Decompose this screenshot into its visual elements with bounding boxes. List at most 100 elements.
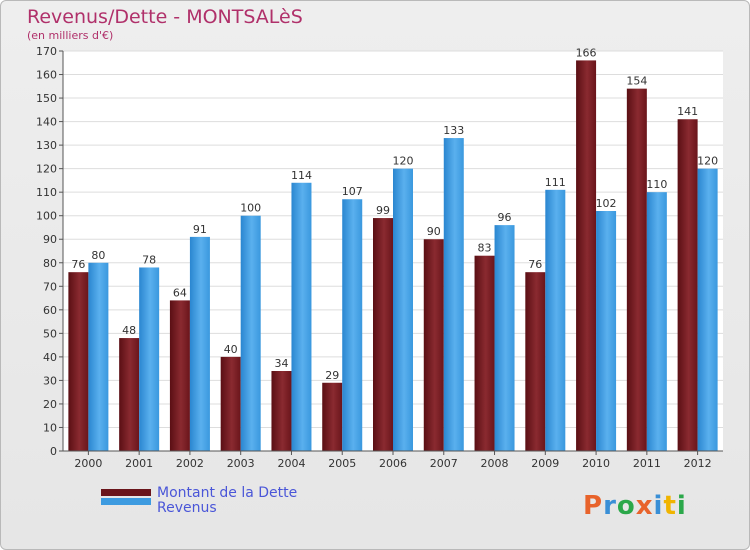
bar-chart: 0 10 20 30 40 50 60 70 80 90 100 110 120 130 140 150 160… [36, 45, 723, 470]
bar-debt [169, 300, 190, 451]
logo-letter: r [603, 491, 617, 521]
x-tick-label: 2012 [684, 457, 712, 470]
chart-title: Revenus/Dette - MONTSALèS [27, 6, 303, 28]
data-label-debt: 29 [325, 369, 339, 382]
bar-revenus [596, 211, 617, 451]
x-tick-label: 2005 [328, 457, 356, 470]
data-label-revenus: 114 [291, 169, 312, 182]
y-tick-label: 140 [36, 116, 57, 129]
bar-revenus [342, 199, 363, 451]
legend-label-debt: Montant de la Dette [157, 485, 298, 501]
y-tick-label: 50 [43, 327, 57, 340]
x-tick-label: 2003 [227, 457, 255, 470]
y-tick-label: 10 [43, 421, 57, 434]
data-label-debt: 154 [626, 75, 647, 88]
y-tick-label: 120 [36, 163, 57, 176]
bar-debt [474, 255, 495, 451]
y-tick-label: 170 [36, 45, 57, 58]
data-label-debt: 166 [576, 46, 597, 59]
bar-revenus [393, 168, 413, 451]
data-label-revenus: 100 [240, 202, 261, 215]
x-tick-label: 2007 [430, 457, 458, 470]
x-tick-label: 2002 [176, 457, 204, 470]
bar-debt [677, 119, 698, 451]
bar-revenus [697, 168, 718, 451]
bar-revenus [494, 225, 515, 451]
data-label-revenus: 111 [545, 176, 566, 189]
data-label-revenus: 120 [697, 155, 718, 168]
legend-swatch-revenus [101, 498, 151, 505]
y-tick-label: 150 [36, 92, 57, 105]
data-label-debt: 99 [376, 204, 390, 217]
y-tick-label: 70 [43, 280, 57, 293]
logo-letter: x [635, 491, 654, 521]
data-label-revenus: 91 [193, 223, 207, 236]
data-label-debt: 64 [173, 286, 187, 299]
data-label-revenus: 80 [91, 249, 105, 262]
data-label-revenus: 96 [498, 211, 512, 224]
y-tick-label: 0 [50, 445, 57, 458]
y-tick-label: 160 [36, 69, 57, 82]
legend-label-revenus: Revenus [157, 500, 217, 516]
y-tick-label: 40 [43, 351, 57, 364]
x-tick-label: 2001 [125, 457, 153, 470]
bar-revenus [240, 215, 261, 451]
bar-revenus [545, 189, 566, 451]
logo-letter: t [663, 491, 677, 521]
bar-debt [271, 371, 292, 451]
data-label-revenus: 107 [342, 185, 363, 198]
bar-debt [626, 88, 647, 451]
data-label-revenus: 120 [393, 155, 414, 168]
bar-revenus [139, 267, 160, 451]
chart-subtitle: (en milliers d'€) [27, 29, 114, 42]
y-tick-label: 110 [36, 186, 57, 199]
bar-revenus [646, 192, 667, 452]
bar-debt [373, 218, 393, 451]
proxiti-logo: Proxiti [583, 491, 687, 521]
data-label-debt: 40 [224, 343, 238, 356]
bar-debt [220, 356, 241, 451]
y-tick-label: 80 [43, 257, 57, 270]
logo-letter: P [583, 491, 604, 521]
bar-revenus [88, 262, 109, 451]
bar-debt [68, 272, 89, 451]
logo-letter: o [616, 491, 636, 521]
bar-revenus [189, 236, 210, 451]
y-tick-label: 60 [43, 304, 57, 317]
data-label-revenus: 133 [443, 124, 464, 137]
bar-debt [322, 382, 343, 451]
y-tick-label: 130 [36, 139, 57, 152]
data-label-debt: 76 [71, 258, 85, 271]
bar-debt [576, 60, 597, 451]
bars [68, 60, 718, 452]
y-tick-label: 20 [43, 398, 57, 411]
data-label-revenus: 78 [142, 253, 156, 266]
data-label-revenus: 102 [596, 197, 617, 210]
bar-revenus [443, 138, 464, 451]
y-tick-label: 30 [43, 374, 57, 387]
y-tick-label: 90 [43, 233, 57, 246]
x-tick-label: 2011 [633, 457, 661, 470]
labels: 0 10 20 30 40 50 60 70 80 90 100 110 120 130 140 150 160… [36, 45, 718, 470]
bar-revenus [291, 182, 312, 451]
data-label-debt: 141 [677, 105, 698, 118]
data-label-debt: 48 [122, 324, 136, 337]
x-tick-label: 2008 [481, 457, 509, 470]
data-label-debt: 76 [528, 258, 542, 271]
logo-letter: i [653, 491, 664, 521]
x-tick-label: 2004 [277, 457, 305, 470]
x-tick-label: 2006 [379, 457, 407, 470]
bar-debt [525, 272, 546, 451]
data-label-debt: 34 [274, 357, 288, 370]
data-label-debt: 83 [478, 242, 492, 255]
bar-debt [119, 338, 140, 451]
y-tick-label: 100 [36, 210, 57, 223]
x-tick-label: 2000 [74, 457, 102, 470]
bar-debt [423, 239, 444, 451]
x-tick-label: 2009 [531, 457, 559, 470]
data-label-revenus: 110 [646, 178, 667, 191]
legend-swatch-debt [101, 489, 151, 496]
data-label-debt: 90 [427, 225, 441, 238]
axes [59, 50, 723, 455]
